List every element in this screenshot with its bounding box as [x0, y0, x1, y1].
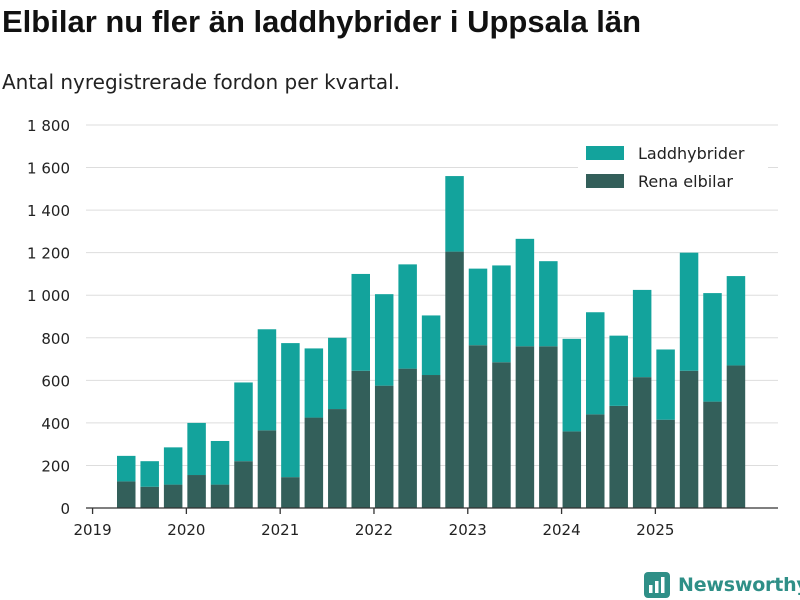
bar-laddhybrider	[679, 252, 699, 371]
bar-rena-elbilar	[421, 375, 441, 508]
bar-rena-elbilar	[140, 486, 159, 508]
x-tick-label: 2023	[449, 521, 487, 539]
x-tick-label: 2021	[261, 521, 299, 539]
y-tick-label: 1 200	[27, 245, 70, 263]
bars	[117, 176, 746, 508]
bar-rena-elbilar	[562, 431, 582, 508]
bar-rena-elbilar	[656, 419, 675, 508]
chart-title: Elbilar nu fler än laddhybrider i Uppsal…	[2, 4, 642, 39]
legend-label: Laddhybrider	[638, 144, 745, 163]
bar-rena-elbilar	[679, 370, 699, 508]
bar-rena-elbilar	[586, 414, 605, 508]
y-tick-label: 600	[41, 372, 70, 390]
y-tick-label: 1 600	[27, 160, 70, 178]
newsworthy-logo: Newsworthy	[644, 570, 800, 600]
x-tick-label: 2022	[355, 521, 393, 539]
bar-rena-elbilar	[468, 345, 488, 508]
bar-laddhybrider	[304, 348, 324, 418]
bar-rena-elbilar	[117, 481, 136, 508]
x-axis-ticks: 2019 2020 2021 2022 2023 2024 2025	[73, 508, 674, 539]
legend-label: Rena elbilar	[638, 172, 733, 191]
y-tick-label: 1 000	[27, 287, 70, 305]
bar-laddhybrider	[468, 268, 488, 346]
bar-laddhybrider	[515, 238, 535, 347]
bar-laddhybrider	[632, 289, 652, 378]
bar-laddhybrider	[234, 382, 253, 462]
bar-rena-elbilar	[726, 365, 746, 508]
y-tick-label: 0	[60, 500, 70, 518]
bar-laddhybrider	[117, 455, 136, 482]
bar-rena-elbilar	[234, 461, 253, 508]
x-tick-label: 2025	[636, 521, 674, 539]
bar-rena-elbilar	[445, 251, 464, 508]
newsworthy-logo-icon	[644, 572, 670, 598]
bar-rena-elbilar	[492, 362, 511, 508]
legend-swatch	[586, 146, 624, 160]
bar-rena-elbilar	[328, 409, 347, 508]
bar-rena-elbilar	[257, 430, 277, 508]
bar-laddhybrider	[351, 273, 370, 371]
bar-rena-elbilar	[210, 484, 230, 508]
bar-rena-elbilar	[351, 370, 370, 508]
bar-rena-elbilar	[539, 346, 558, 508]
bar-laddhybrider	[445, 176, 464, 252]
legend: Laddhybrider Rena elbilar	[578, 140, 768, 196]
bar-laddhybrider	[398, 264, 417, 369]
bar-rena-elbilar	[632, 377, 652, 508]
bar-laddhybrider	[187, 422, 206, 476]
x-tick-label: 2024	[542, 521, 580, 539]
bar-rena-elbilar	[515, 346, 535, 508]
newsworthy-wordmark: Newsworthy	[678, 574, 800, 596]
y-tick-label: 1 400	[27, 202, 70, 220]
bar-laddhybrider	[609, 335, 628, 406]
x-tick-label: 2019	[73, 521, 111, 539]
bar-laddhybrider	[210, 440, 230, 485]
bar-rena-elbilar	[609, 405, 628, 508]
x-tick-label: 2020	[167, 521, 205, 539]
chart-subtitle: Antal nyregistrerade fordon per kvartal.	[2, 70, 401, 94]
bar-laddhybrider	[492, 265, 511, 363]
bar-laddhybrider	[140, 461, 159, 487]
bar-rena-elbilar	[187, 475, 206, 508]
y-tick-label: 1 800	[27, 117, 70, 135]
legend-swatch	[586, 174, 624, 188]
bar-rena-elbilar	[163, 484, 183, 508]
bar-rena-elbilar	[703, 401, 722, 508]
bar-laddhybrider	[726, 276, 746, 366]
bar-rena-elbilar	[281, 477, 300, 508]
bar-laddhybrider	[562, 338, 582, 432]
bar-laddhybrider	[328, 337, 347, 410]
y-tick-label: 800	[41, 330, 70, 348]
bar-laddhybrider	[163, 447, 183, 485]
bar-laddhybrider	[257, 329, 277, 431]
bar-rena-elbilar	[374, 385, 394, 508]
bar-laddhybrider	[281, 343, 300, 478]
bar-rena-elbilar	[398, 368, 417, 508]
bar-laddhybrider	[374, 294, 394, 386]
bar-laddhybrider	[703, 293, 722, 402]
y-tick-label: 400	[41, 415, 70, 433]
bar-laddhybrider	[421, 315, 441, 376]
bar-laddhybrider	[586, 312, 605, 415]
bar-laddhybrider	[656, 349, 675, 420]
y-tick-label: 200	[41, 457, 70, 475]
bar-rena-elbilar	[304, 417, 324, 508]
bar-laddhybrider	[539, 261, 558, 347]
y-axis-ticks: 0 200 400 600 800 1 000 1 200 1 400 1 600 1 800	[27, 117, 70, 518]
